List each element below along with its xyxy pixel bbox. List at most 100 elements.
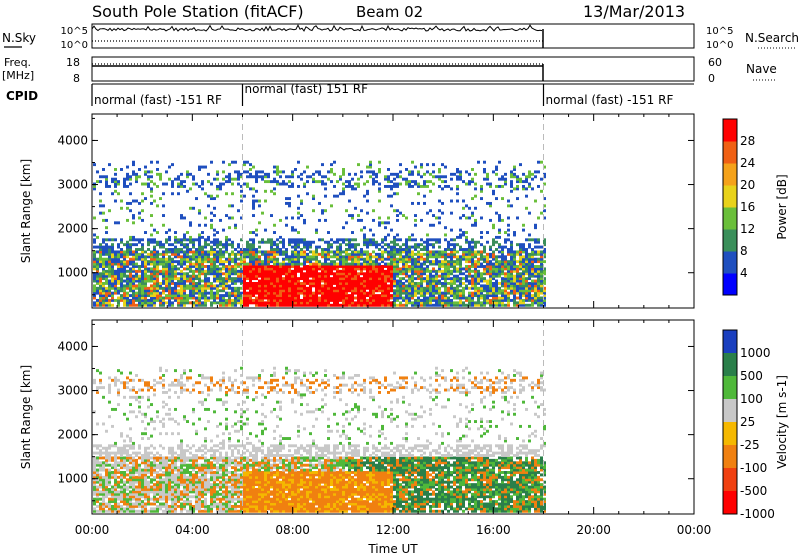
heat-cell	[264, 269, 267, 273]
heat-cell	[270, 248, 273, 251]
heat-cell	[327, 262, 330, 266]
heat-cell	[138, 277, 141, 281]
heat-cell	[168, 284, 171, 288]
heat-cell	[150, 478, 153, 482]
heat-cell	[108, 279, 111, 283]
heat-cell	[513, 187, 516, 191]
heat-cell	[486, 255, 489, 259]
heat-cell	[111, 500, 114, 504]
heat-cell	[393, 248, 396, 251]
heat-cell	[252, 231, 255, 234]
heat-cell	[162, 289, 165, 293]
heat-cell	[144, 456, 147, 460]
heat-cell	[525, 262, 528, 266]
heat-cell	[153, 262, 156, 266]
heat-cell	[327, 267, 330, 271]
heat-cell	[159, 281, 162, 285]
heat-cell	[276, 252, 279, 256]
heat-cell	[543, 238, 546, 242]
heat-cell	[93, 463, 96, 467]
heat-cell	[129, 257, 132, 261]
heat-cell	[153, 458, 156, 462]
heat-cell	[279, 248, 282, 251]
heat-cell	[381, 260, 384, 264]
heat-cell	[378, 216, 381, 220]
heat-cell	[459, 277, 462, 281]
heat-cell	[117, 180, 120, 184]
heat-cell	[162, 214, 165, 218]
heat-cell	[222, 255, 225, 259]
heat-cell	[108, 267, 111, 271]
heat-cell	[108, 444, 111, 448]
heat-cell	[459, 262, 462, 266]
heat-cell	[534, 240, 537, 244]
heat-cell	[387, 252, 390, 256]
heat-cell	[483, 177, 486, 181]
heat-cell	[342, 279, 345, 283]
heat-cell	[111, 475, 114, 479]
heat-cell	[279, 303, 282, 307]
heat-cell	[357, 265, 360, 268]
heat-cell	[96, 286, 99, 290]
heat-cell	[345, 294, 348, 298]
heat-cell	[252, 291, 255, 295]
heat-cell	[525, 277, 528, 281]
heat-cell	[177, 240, 180, 244]
heat-cell	[348, 262, 351, 266]
heat-cell	[372, 209, 375, 213]
heat-cell	[516, 291, 519, 295]
heat-cell	[366, 298, 369, 302]
heat-cell	[255, 277, 258, 281]
heat-cell	[96, 497, 99, 501]
heat-cell	[141, 296, 144, 300]
heat-cell	[540, 296, 543, 300]
heat-cell	[372, 286, 375, 290]
heat-cell	[156, 296, 159, 300]
heat-cell	[486, 175, 489, 179]
heat-cell	[201, 303, 204, 307]
heat-cell	[522, 262, 525, 266]
heat-cell	[297, 231, 300, 234]
heat-cell	[384, 296, 387, 300]
heat-cell	[180, 294, 183, 298]
heat-cell	[111, 509, 114, 513]
heat-cell	[183, 235, 186, 239]
heat-cell	[168, 298, 171, 302]
heat-cell	[411, 272, 414, 276]
heat-cell	[279, 279, 282, 283]
heat-cell	[273, 165, 276, 169]
heat-cell	[219, 252, 222, 256]
date-label: 13/Mar/2013	[583, 2, 685, 21]
heat-cell	[438, 255, 441, 259]
heat-cell	[468, 243, 471, 247]
heat-cell	[363, 298, 366, 302]
heat-cell	[102, 395, 105, 399]
heat-cell	[336, 272, 339, 276]
heat-cell	[243, 267, 246, 271]
heat-cell	[120, 449, 123, 453]
heat-cell	[93, 238, 96, 242]
heat-cell	[411, 286, 414, 290]
heat-cell	[537, 170, 540, 174]
heat-cell	[177, 260, 180, 264]
heat-cell	[456, 269, 459, 273]
heat-cell	[228, 269, 231, 273]
heat-cell	[198, 252, 201, 256]
heat-cell	[126, 201, 129, 205]
heat-cell	[393, 303, 396, 307]
heat-cell	[366, 272, 369, 276]
heat-cell	[156, 284, 159, 288]
heat-cell	[297, 243, 300, 247]
heat-cell	[279, 277, 282, 281]
heat-cell	[255, 228, 258, 232]
heat-cell	[171, 291, 174, 295]
heat-cell	[312, 294, 315, 298]
heat-cell	[204, 240, 207, 244]
heat-cell	[396, 243, 399, 247]
heat-cell	[474, 223, 477, 227]
heat-cell	[129, 269, 132, 273]
heat-cell	[105, 231, 108, 234]
heat-cell	[147, 398, 150, 402]
heat-cell	[288, 303, 291, 307]
heat-cell	[132, 461, 135, 465]
